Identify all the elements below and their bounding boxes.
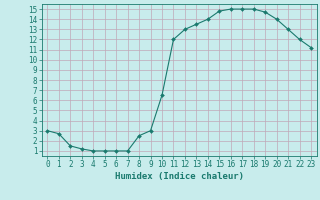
X-axis label: Humidex (Indice chaleur): Humidex (Indice chaleur): [115, 172, 244, 181]
